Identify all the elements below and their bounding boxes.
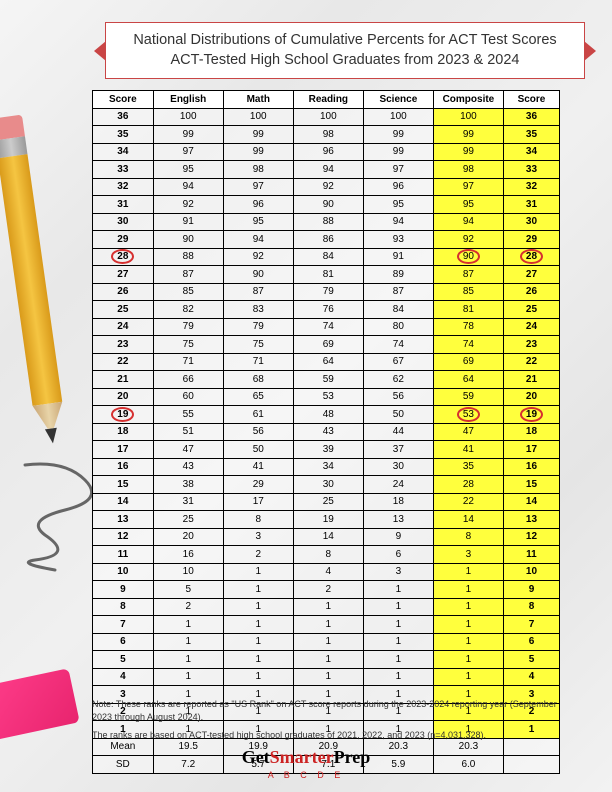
table-row: 24797974807824 (93, 318, 560, 336)
table-row: 18515643444718 (93, 423, 560, 441)
col-header-score: Score (93, 91, 154, 109)
table-row: 27879081898727 (93, 266, 560, 284)
table-row: 31929690959531 (93, 196, 560, 214)
table-row: 23757569747423 (93, 336, 560, 354)
table-row: 21666859626421 (93, 371, 560, 389)
table-row: 20606553565920 (93, 388, 560, 406)
footnotes: Note: These ranks are reported as "US Ra… (92, 698, 560, 748)
table-row: 6111116 (93, 633, 560, 651)
brand-logo: GetSmarterPrep A B C D E (0, 747, 612, 780)
table-row: 12203149812 (93, 528, 560, 546)
table-row: 28889284919028 (93, 248, 560, 266)
table-row: 3610010010010010036 (93, 108, 560, 126)
table-row: 19556148505319 (93, 406, 560, 424)
pencil-decoration (0, 115, 68, 446)
page-title-banner: National Distributions of Cumulative Per… (105, 22, 585, 79)
table-row: 9512119 (93, 581, 560, 599)
table-row: 26858779878526 (93, 283, 560, 301)
table-row: 32949792969732 (93, 178, 560, 196)
table-row: 15382930242815 (93, 476, 560, 494)
col-header-score: Score (503, 91, 559, 109)
table-row: 17475039374117 (93, 441, 560, 459)
table-row: 14311725182214 (93, 493, 560, 511)
col-header-science: Science (363, 91, 433, 109)
table-row: 35999998999935 (93, 126, 560, 144)
table-row: 1116286311 (93, 546, 560, 564)
note-1: Note: These ranks are reported as "US Ra… (92, 698, 560, 723)
note-2: The ranks are based on ACT-tested high s… (92, 729, 560, 742)
table-row: 1010143110 (93, 563, 560, 581)
table-row: 4111114 (93, 668, 560, 686)
score-table-container: ScoreEnglishMathReadingScienceCompositeS… (92, 90, 560, 774)
table-row: 33959894979833 (93, 161, 560, 179)
col-header-english: English (153, 91, 223, 109)
col-header-math: Math (223, 91, 293, 109)
table-row: 1325819131413 (93, 511, 560, 529)
col-header-reading: Reading (293, 91, 363, 109)
table-row: 8211118 (93, 598, 560, 616)
table-row: 25828376848125 (93, 301, 560, 319)
table-row: 34979996999934 (93, 143, 560, 161)
table-row: 16434134303516 (93, 458, 560, 476)
page-title: National Distributions of Cumulative Per… (133, 32, 556, 68)
table-row: 29909486939229 (93, 231, 560, 249)
table-row: 22717164676922 (93, 353, 560, 371)
eraser-decoration (0, 668, 80, 741)
table-row: 7111117 (93, 616, 560, 634)
table-row: 30919588949430 (93, 213, 560, 231)
table-row: 5111115 (93, 651, 560, 669)
score-distribution-table: ScoreEnglishMathReadingScienceCompositeS… (92, 90, 560, 774)
col-header-composite: Composite (433, 91, 503, 109)
